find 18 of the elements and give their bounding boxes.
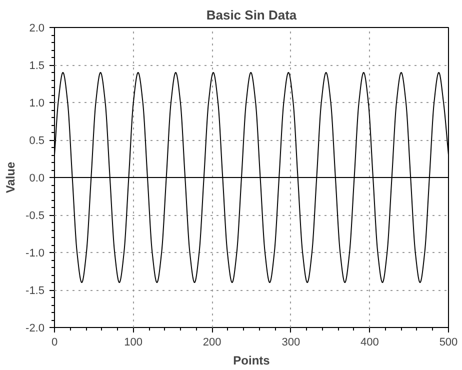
x-tick-label: 0 bbox=[51, 336, 58, 348]
x-tick-label: 200 bbox=[202, 336, 222, 348]
x-tick-label: 100 bbox=[124, 336, 142, 348]
y-tick-label: 1.0 bbox=[29, 98, 45, 110]
chart-title: Basic Sin Data bbox=[206, 8, 298, 22]
y-tick-label: -1.0 bbox=[26, 248, 45, 260]
y-tick-label: -2.0 bbox=[26, 322, 45, 334]
y-axis-title: Value bbox=[4, 161, 18, 194]
y-tick-label: 2.0 bbox=[29, 22, 45, 34]
x-tick-label: 500 bbox=[439, 336, 458, 348]
x-tick-label: 300 bbox=[282, 336, 300, 348]
x-axis-title: Points bbox=[233, 354, 270, 368]
y-tick-label: 0.5 bbox=[29, 135, 45, 147]
y-tick-label: 0.0 bbox=[29, 172, 45, 184]
y-tick-label: 1.5 bbox=[29, 60, 45, 72]
x-tick-label: 400 bbox=[360, 336, 379, 348]
y-tick-label: -1.5 bbox=[26, 285, 45, 297]
y-tick-label: -0.5 bbox=[26, 210, 45, 222]
